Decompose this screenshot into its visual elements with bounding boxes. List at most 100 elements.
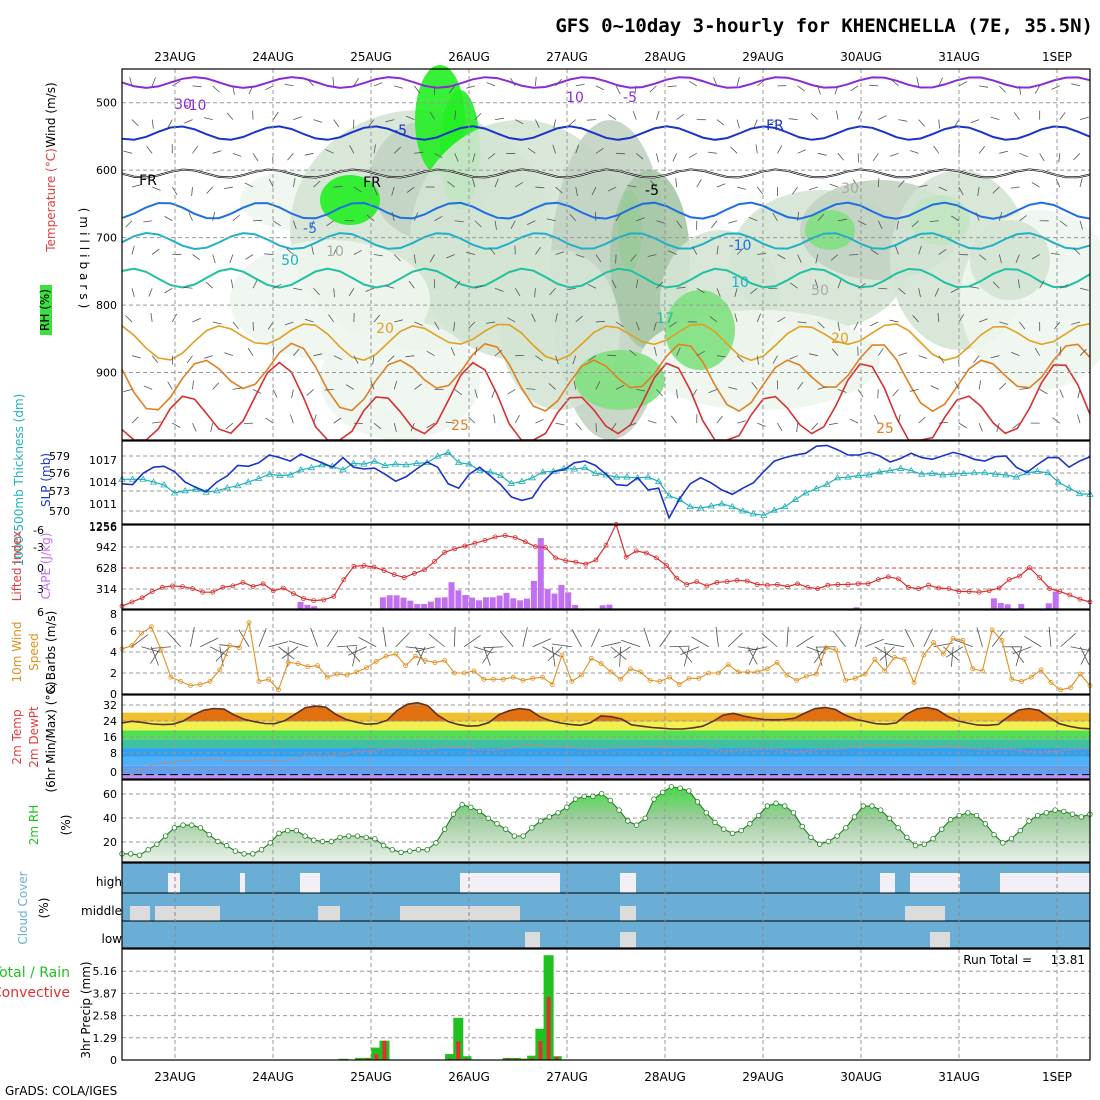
thickness-marker: [917, 470, 926, 477]
wind-barb: [495, 117, 505, 120]
wind-barb: [958, 422, 967, 429]
thickness-marker: [749, 510, 758, 517]
wind-speed-marker: [158, 647, 164, 653]
wind-barb: [634, 85, 637, 95]
surface-wind-barb: [337, 645, 358, 648]
surface-wind-barb: [281, 646, 299, 659]
cape-axis-label: CAPE (J/kg): [39, 533, 53, 600]
wind-barb: [797, 211, 799, 221]
wind-barb: [647, 254, 657, 257]
rh-marker: [258, 847, 265, 853]
wind-barb: [676, 389, 678, 399]
thickness-marker: [823, 480, 831, 487]
surface-wind-barb: [238, 629, 250, 647]
surface-wind-barb: [601, 641, 621, 648]
precip-legend-convective: Convective: [0, 985, 70, 1001]
wind-barb: [857, 282, 866, 289]
wind-barb: [656, 281, 664, 289]
wind-barb: [232, 85, 235, 95]
rh-marker: [494, 821, 500, 827]
wind-barb: [373, 186, 378, 196]
thickness-marker: [339, 466, 347, 473]
wind-barb: [999, 321, 1009, 325]
rh2m-axis-label-1: 2m RH: [27, 805, 41, 846]
lifted-index-marker: [311, 598, 316, 603]
wind-barb: [575, 83, 585, 87]
rh-marker: [921, 841, 928, 847]
wind-barb: [535, 418, 544, 424]
wind-barb: [938, 119, 940, 129]
rh-marker: [799, 823, 805, 830]
wind-barb: [575, 144, 580, 154]
wind-barb: [595, 320, 605, 323]
wind-barb: [736, 77, 740, 86]
wind-barb: [716, 245, 719, 255]
surface-wind-barb: [619, 646, 622, 667]
wind-barb: [203, 117, 213, 120]
wind-barb: [445, 421, 455, 424]
lifted-index-marker: [250, 584, 256, 589]
rh-marker: [616, 807, 622, 813]
dewpoint-line: [121, 743, 1091, 777]
thickness-marker: [802, 489, 810, 496]
date-label-bottom: 31AUG: [938, 1070, 980, 1084]
wind-barb: [146, 145, 153, 154]
lifted-tick-label: -3: [33, 541, 44, 554]
rh-marker: [729, 830, 736, 836]
precip-panel: 0 1.29 2.58 3.87 5.16 Total / Rain Convectiv…: [0, 948, 1091, 1067]
wind-barb: [125, 220, 133, 228]
lifted-index-marker: [230, 583, 236, 589]
lifted-index-marker: [301, 596, 306, 601]
rh-marker: [468, 804, 474, 811]
wind-speed-marker: [334, 671, 340, 677]
date-label-top: 25AUG: [350, 50, 392, 64]
thickness-marker: [297, 466, 305, 473]
wind-barb: [898, 414, 901, 424]
date-label-bottom: 28AUG: [644, 1070, 686, 1084]
wind-barb: [696, 287, 705, 294]
lifted-index-marker: [331, 594, 337, 599]
surface-wind-barb: [761, 633, 778, 648]
wind-barb: [514, 415, 520, 424]
wind-barb: [248, 85, 254, 95]
wind-barb: [615, 212, 622, 221]
lifted-index-marker: [916, 586, 921, 592]
wind-barb: [454, 110, 457, 120]
wind-speed-marker: [813, 671, 819, 677]
wind-barb: [1034, 85, 1041, 94]
wind10m-plot: 0 2 4 6 8: [110, 608, 1093, 701]
wind-barb: [210, 423, 214, 432]
rh-marker: [738, 827, 744, 834]
rh-marker: [363, 834, 369, 841]
contour-label: -10: [184, 98, 207, 114]
wind-barb: [757, 252, 767, 255]
wind-barb: [837, 218, 847, 222]
wind-barb: [203, 355, 213, 359]
rh-marker: [171, 825, 178, 831]
temperature-contour: [121, 267, 1091, 289]
rh-marker: [555, 810, 561, 816]
wind-barb: [1071, 321, 1081, 325]
thickness-line: [122, 451, 1091, 516]
rh-marker: [782, 803, 788, 809]
precip-convective-bar: [374, 1054, 379, 1060]
rh-shade-area: [320, 175, 380, 225]
lifted-index-marker: [785, 584, 790, 589]
date-label-bottom: 25AUG: [350, 1070, 392, 1084]
wind-barb: [978, 146, 986, 154]
wind-barb: [691, 389, 698, 398]
wind-speed-marker: [774, 660, 780, 665]
wind-barb: [167, 119, 173, 128]
wind-barb: [230, 279, 234, 289]
wind-barb: [434, 321, 440, 330]
rh-marker: [886, 815, 893, 821]
rh-marker: [712, 819, 718, 826]
wind-barb: [232, 214, 240, 222]
wind-speed-marker: [764, 666, 770, 672]
wind-barb: [192, 380, 194, 390]
lifted-index-marker: [936, 585, 942, 591]
wind-barb: [548, 383, 556, 390]
lifted-index-marker: [744, 578, 750, 584]
wind-barb: [998, 211, 1003, 221]
rh-marker: [1034, 812, 1041, 819]
